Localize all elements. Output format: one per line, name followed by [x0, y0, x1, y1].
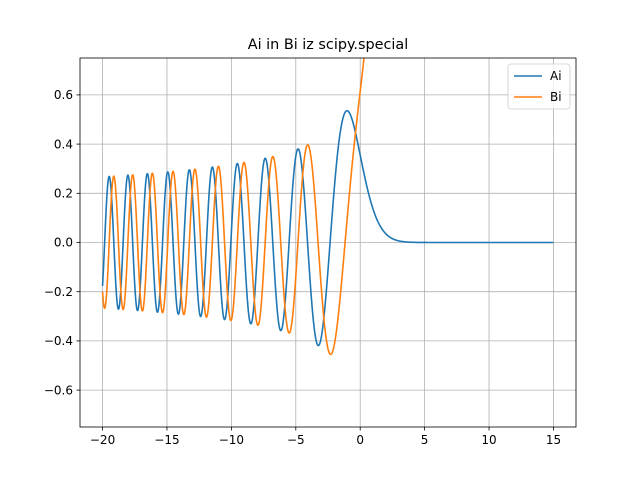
- y-tick-label: 0.2: [54, 187, 73, 201]
- x-tick-label: 10: [481, 433, 496, 447]
- y-tick-label: 0.6: [54, 88, 73, 102]
- axes: −20 −15 −10 −5 0 5 10 15 −0.6 −0.4 −0.2 0.0 0.2 0.4 0.…: [44, 57, 577, 447]
- x-tick-label: 0: [356, 433, 364, 447]
- axes-frame: [79, 57, 577, 428]
- series-line-ai: [101, 109, 554, 347]
- series-line-bi: [101, 58, 365, 356]
- legend: Ai Bi: [507, 63, 571, 110]
- x-tick-label: −5: [287, 433, 305, 447]
- y-tick-label: 0.0: [54, 236, 73, 250]
- chart-title: Ai in Bi iz scipy.special: [248, 37, 408, 53]
- y-tick-label: −0.2: [44, 285, 73, 299]
- x-tick-label: −20: [90, 433, 115, 447]
- plot-area: [101, 58, 554, 356]
- y-tick-label: 0.4: [54, 137, 73, 151]
- legend-label: Bi: [550, 90, 562, 104]
- y-tick-label: −0.4: [44, 334, 73, 348]
- x-tick-label: −15: [154, 433, 179, 447]
- legend-label: Ai: [550, 69, 562, 83]
- x-tick-label: −10: [219, 433, 244, 447]
- x-tick-label: 5: [421, 433, 429, 447]
- y-tick-label: −0.6: [44, 383, 73, 397]
- x-tick-label: 15: [546, 433, 561, 447]
